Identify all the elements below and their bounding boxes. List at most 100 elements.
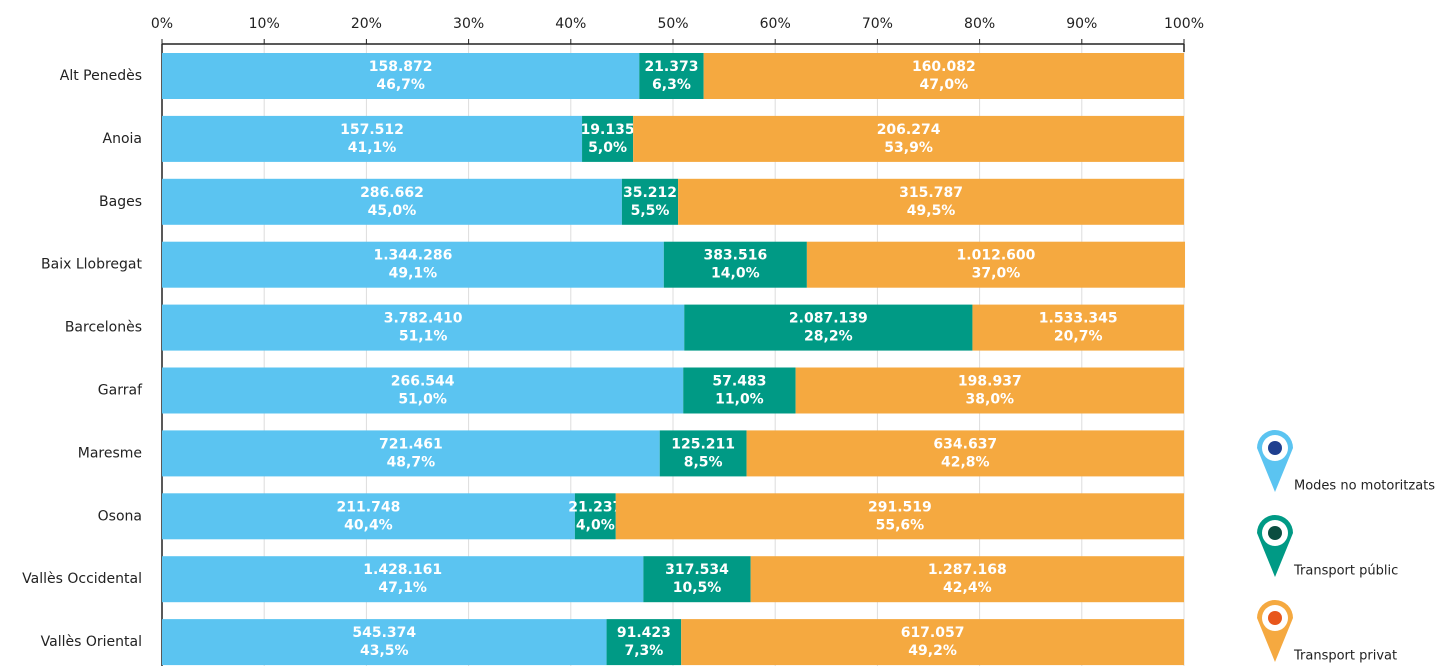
bar-segment bbox=[681, 619, 1184, 666]
legend-marker-dot bbox=[1268, 611, 1282, 625]
count-label: 21.237 bbox=[568, 499, 622, 515]
y-tick-label: Garraf bbox=[98, 383, 143, 399]
value-label: 5,0% bbox=[588, 140, 627, 156]
count-label: 198.937 bbox=[958, 374, 1022, 390]
count-label: 211.748 bbox=[337, 499, 401, 515]
x-tick-label: 40% bbox=[555, 16, 586, 32]
count-label: 266.544 bbox=[391, 374, 455, 390]
bar-segment bbox=[162, 619, 607, 666]
bar-segment bbox=[621, 178, 679, 225]
bar-segment bbox=[162, 115, 583, 162]
value-label: 20,7% bbox=[1054, 329, 1103, 345]
value-label: 55,6% bbox=[876, 517, 925, 533]
y-tick-label: Vallès Occidental bbox=[22, 571, 142, 587]
value-label: 11,0% bbox=[715, 392, 764, 408]
value-label: 42,4% bbox=[943, 580, 992, 596]
x-tick-label: 50% bbox=[657, 16, 688, 32]
count-label: 2.087.139 bbox=[789, 311, 868, 327]
y-tick-label: Alt Penedès bbox=[60, 68, 142, 84]
count-label: 617.057 bbox=[901, 625, 965, 641]
value-label: 4,0% bbox=[576, 517, 615, 533]
value-label: 42,8% bbox=[941, 454, 990, 470]
x-tick-label: 100% bbox=[1164, 16, 1204, 32]
y-tick-label: Osona bbox=[98, 508, 142, 524]
bar-segment bbox=[574, 493, 616, 540]
bar-segment bbox=[162, 493, 575, 540]
bar-segment bbox=[678, 178, 1184, 225]
value-label: 49,5% bbox=[907, 203, 956, 219]
count-label: 315.787 bbox=[899, 185, 963, 201]
bar-segment bbox=[606, 619, 682, 666]
count-label: 317.534 bbox=[665, 562, 729, 578]
value-label: 28,2% bbox=[804, 329, 853, 345]
x-tick-label: 90% bbox=[1066, 16, 1097, 32]
bar-segment bbox=[703, 53, 1184, 99]
legend-marker-dot bbox=[1268, 526, 1282, 540]
value-label: 8,5% bbox=[684, 454, 723, 470]
count-label: 206.274 bbox=[877, 122, 941, 138]
value-label: 7,3% bbox=[624, 643, 663, 659]
count-label: 57.483 bbox=[712, 374, 766, 390]
value-label: 49,1% bbox=[389, 266, 438, 282]
value-label: 47,1% bbox=[378, 580, 427, 596]
bar-segment bbox=[162, 304, 685, 351]
y-tick-label: Barcelonès bbox=[65, 320, 142, 336]
legend-label: Transport públic bbox=[1293, 564, 1398, 579]
legend-marker-dot bbox=[1268, 441, 1282, 455]
value-label: 51,1% bbox=[399, 329, 448, 345]
x-tick-label: 80% bbox=[964, 16, 995, 32]
value-label: 6,3% bbox=[652, 77, 691, 93]
y-tick-label: Baix Llobregat bbox=[41, 257, 142, 273]
count-label: 158.872 bbox=[369, 59, 433, 75]
y-tick-label: Bages bbox=[99, 194, 142, 210]
count-label: 286.662 bbox=[360, 185, 424, 201]
count-label: 3.782.410 bbox=[384, 311, 463, 327]
count-label: 1.287.168 bbox=[928, 562, 1007, 578]
bar-segment bbox=[162, 53, 640, 99]
count-label: 1.012.600 bbox=[957, 248, 1036, 264]
value-label: 47,0% bbox=[920, 77, 969, 93]
bar-segment bbox=[615, 493, 1184, 540]
count-label: 721.461 bbox=[379, 436, 443, 452]
value-label: 46,7% bbox=[376, 77, 425, 93]
x-tick-label: 30% bbox=[453, 16, 484, 32]
count-label: 19.135 bbox=[581, 122, 635, 138]
value-label: 10,5% bbox=[673, 580, 722, 596]
bar-segment bbox=[750, 556, 1184, 603]
bar-segment bbox=[162, 178, 622, 225]
x-tick-label: 20% bbox=[351, 16, 382, 32]
count-label: 545.374 bbox=[352, 625, 416, 641]
value-label: 45,0% bbox=[368, 203, 417, 219]
bar-segment bbox=[806, 241, 1186, 288]
bar-segment bbox=[162, 367, 684, 414]
x-tick-label: 0% bbox=[151, 16, 173, 32]
bar-segment bbox=[162, 430, 660, 477]
value-label: 38,0% bbox=[966, 392, 1015, 408]
value-label: 14,0% bbox=[711, 266, 760, 282]
x-tick-label: 60% bbox=[760, 16, 791, 32]
count-label: 21.373 bbox=[644, 59, 698, 75]
value-label: 37,0% bbox=[972, 266, 1021, 282]
y-tick-label: Anoia bbox=[103, 131, 142, 147]
bar-segment bbox=[633, 115, 1184, 162]
value-label: 49,2% bbox=[908, 643, 957, 659]
bar-segment bbox=[643, 556, 751, 603]
y-tick-label: Vallès Oriental bbox=[41, 634, 142, 650]
value-label: 51,0% bbox=[398, 392, 447, 408]
bar-segment bbox=[659, 430, 747, 477]
bar-segment bbox=[663, 241, 807, 288]
bar-segment bbox=[162, 556, 644, 603]
count-label: 634.637 bbox=[933, 436, 997, 452]
bar-segment bbox=[795, 367, 1184, 414]
count-label: 35.212 bbox=[623, 185, 677, 201]
value-label: 53,9% bbox=[884, 140, 933, 156]
count-label: 1.344.286 bbox=[373, 248, 452, 264]
bar-segment bbox=[162, 241, 664, 288]
x-tick-label: 10% bbox=[249, 16, 280, 32]
count-label: 291.519 bbox=[868, 499, 932, 515]
count-label: 125.211 bbox=[671, 436, 735, 452]
bar-segment bbox=[582, 115, 634, 162]
value-label: 48,7% bbox=[387, 454, 436, 470]
value-label: 40,4% bbox=[344, 517, 393, 533]
